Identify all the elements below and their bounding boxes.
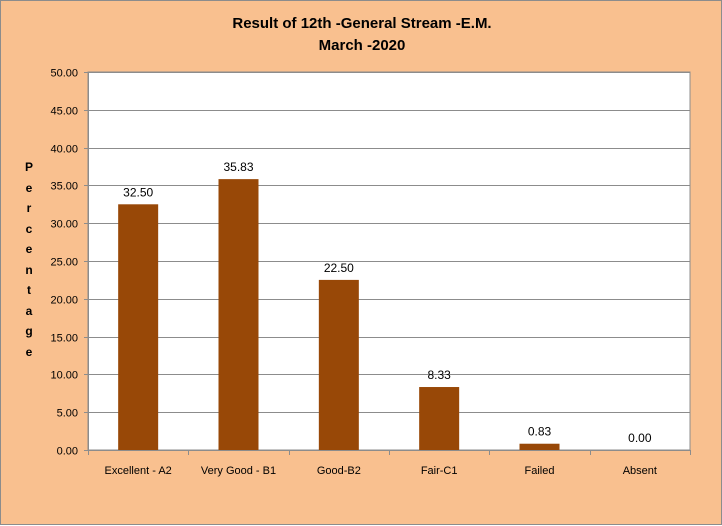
- data-label: 32.50: [123, 185, 153, 199]
- y-axis-label-letter: e: [25, 242, 33, 256]
- data-label: 0.83: [528, 425, 552, 439]
- x-category-label: Good-B2: [317, 465, 361, 477]
- bar: [419, 387, 460, 450]
- y-tick-label: 40.00: [50, 144, 78, 156]
- bar: [519, 443, 560, 450]
- x-category-label: Absent: [623, 465, 657, 477]
- y-axis-label-letter: a: [25, 303, 33, 318]
- x-category-label: Fair-C1: [421, 465, 458, 477]
- y-tick-label: 50.00: [50, 68, 78, 80]
- y-axis-label-letter: e: [25, 344, 33, 359]
- y-tick-label: 10.00: [50, 370, 78, 382]
- y-tick-label: 5.00: [57, 408, 78, 420]
- x-category-label: Excellent - A2: [105, 465, 172, 477]
- y-axis-label-letter: P: [24, 160, 33, 174]
- y-axis-label-letter: n: [25, 262, 33, 277]
- y-axis-label-letter: c: [25, 221, 33, 236]
- chart-title-line-1: Result of 12th -General Stream -E.M.: [232, 15, 492, 32]
- y-tick-label: 15.00: [50, 333, 78, 345]
- y-tick-label: 45.00: [50, 106, 78, 118]
- data-label: 8.33: [427, 368, 451, 382]
- data-label: 22.50: [324, 261, 354, 275]
- chart-title-line-2: March -2020: [318, 37, 406, 54]
- data-label: 0.00: [628, 431, 652, 445]
- x-category-label: Very Good - B1: [201, 465, 276, 477]
- bar: [218, 179, 259, 451]
- y-tick-label: 20.00: [50, 295, 78, 307]
- y-axis-label-letter: e: [25, 180, 33, 195]
- y-tick-label: 35.00: [50, 181, 78, 193]
- y-axis-label-letter: r: [26, 201, 32, 215]
- y-tick-label: 25.00: [50, 257, 78, 269]
- y-axis-label-letter: t: [27, 283, 31, 297]
- data-label: 35.83: [223, 160, 253, 174]
- y-tick-label: 0.00: [57, 446, 78, 458]
- bar: [318, 279, 359, 450]
- chart-title: Result of 12th -General Stream -E.M. Mar…: [1, 13, 722, 57]
- x-category-label: Failed: [525, 465, 555, 477]
- bar: [118, 204, 159, 450]
- y-axis-label-letter: g: [25, 324, 33, 338]
- y-tick-label: 30.00: [50, 219, 78, 231]
